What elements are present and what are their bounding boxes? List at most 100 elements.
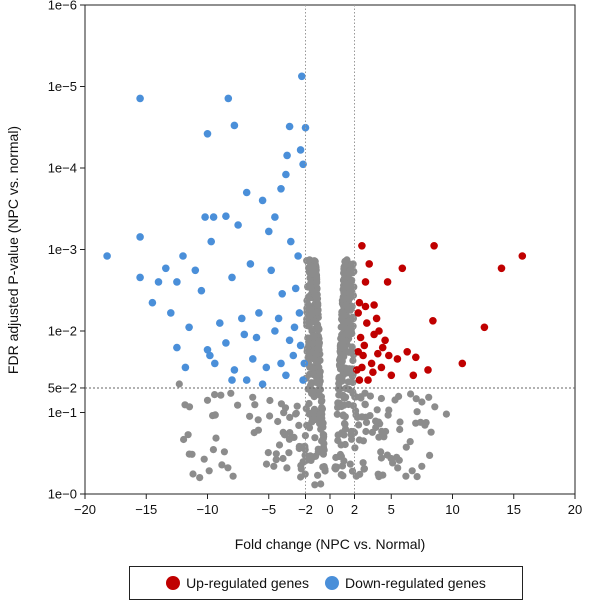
point-not-significant (274, 417, 282, 426)
point-up-regulated (409, 371, 418, 380)
point-not-significant (180, 435, 188, 444)
point-not-significant (355, 421, 363, 429)
y-tick-label: 1e−3 (48, 242, 77, 257)
point-not-significant (314, 445, 322, 453)
point-not-significant (184, 431, 192, 439)
point-not-significant (205, 467, 213, 475)
point-down-regulated (240, 330, 249, 339)
point-not-significant (301, 451, 309, 459)
point-up-regulated (355, 376, 364, 384)
point-up-regulated (370, 301, 378, 309)
point-down-regulated (283, 151, 291, 160)
point-down-regulated (289, 351, 298, 360)
point-not-significant (280, 409, 288, 417)
point-not-significant (377, 454, 385, 462)
point-down-regulated (296, 341, 305, 350)
point-up-regulated (458, 359, 467, 368)
point-down-regulated (230, 366, 239, 374)
point-down-regulated (136, 273, 144, 282)
x-tick-label: −10 (196, 502, 218, 517)
point-down-regulated (222, 339, 230, 347)
point-down-regulated (290, 323, 299, 332)
point-down-regulated (162, 264, 170, 273)
point-not-significant (442, 410, 450, 418)
point-not-significant (341, 413, 349, 421)
point-not-significant (314, 326, 322, 334)
point-not-significant (340, 431, 348, 439)
point-not-significant (293, 402, 301, 410)
point-not-significant (335, 391, 343, 399)
point-up-regulated (374, 349, 382, 358)
point-not-significant (358, 413, 366, 421)
point-not-significant (402, 443, 410, 451)
point-up-regulated (518, 252, 527, 260)
point-not-significant (297, 465, 305, 473)
point-not-significant (426, 451, 434, 459)
point-not-significant (396, 418, 404, 426)
point-up-regulated (364, 376, 372, 384)
point-up-regulated (365, 260, 374, 268)
point-not-significant (396, 425, 404, 434)
point-not-significant (331, 463, 339, 471)
point-up-regulated (367, 359, 376, 368)
point-not-significant (377, 448, 385, 456)
point-up-regulated (354, 348, 363, 356)
point-not-significant (200, 455, 208, 463)
point-down-regulated (207, 237, 215, 246)
plot-frame (84, 4, 576, 495)
point-down-regulated (282, 170, 290, 179)
point-up-regulated (383, 278, 392, 286)
point-down-regulated (191, 266, 200, 275)
point-not-significant (229, 472, 237, 480)
point-not-significant (346, 286, 354, 294)
point-not-significant (387, 454, 395, 463)
point-up-regulated (398, 264, 407, 273)
point-up-regulated (480, 323, 489, 332)
point-not-significant (361, 400, 369, 408)
point-not-significant (338, 343, 347, 352)
point-not-significant (311, 481, 319, 489)
point-not-significant (311, 434, 319, 442)
point-up-regulated (377, 363, 386, 372)
point-not-significant (234, 401, 242, 409)
point-down-regulated (262, 363, 271, 372)
point-not-significant (317, 480, 325, 488)
point-not-significant (300, 458, 308, 466)
point-up-regulated (497, 264, 506, 273)
point-not-significant (295, 444, 303, 453)
legend: Up-regulated genes Down-regulated genes (129, 566, 523, 600)
point-not-significant (306, 294, 314, 302)
point-up-regulated (361, 302, 370, 311)
point-up-regulated (430, 242, 438, 250)
point-down-regulated (179, 252, 187, 260)
point-not-significant (362, 418, 371, 426)
point-not-significant (311, 270, 319, 278)
y-tick-label: 1e−2 (48, 324, 77, 339)
y-tick-label: 1e−6 (48, 0, 77, 13)
point-not-significant (189, 470, 197, 478)
point-down-regulated (285, 122, 294, 131)
point-down-regulated (185, 323, 193, 332)
x-tick-label: −20 (74, 502, 96, 517)
point-not-significant (310, 317, 319, 325)
point-not-significant (340, 269, 348, 277)
series-up-regulated (353, 242, 527, 384)
point-down-regulated (300, 359, 309, 368)
y-tick-label: 1e−0 (48, 487, 77, 502)
point-not-significant (317, 397, 325, 406)
x-tick-label: 2 (351, 502, 358, 517)
point-not-significant (308, 418, 316, 426)
point-down-regulated (265, 227, 273, 236)
point-down-regulated (211, 359, 219, 368)
point-up-regulated (372, 314, 381, 323)
point-not-significant (373, 406, 381, 414)
point-not-significant (212, 434, 220, 442)
point-not-significant (339, 285, 347, 293)
point-not-significant (211, 391, 219, 399)
point-not-significant (425, 393, 433, 401)
point-not-significant (338, 334, 346, 342)
point-not-significant (378, 427, 386, 435)
point-down-regulated (298, 72, 306, 81)
point-not-significant (316, 377, 324, 385)
point-down-regulated (277, 185, 285, 193)
